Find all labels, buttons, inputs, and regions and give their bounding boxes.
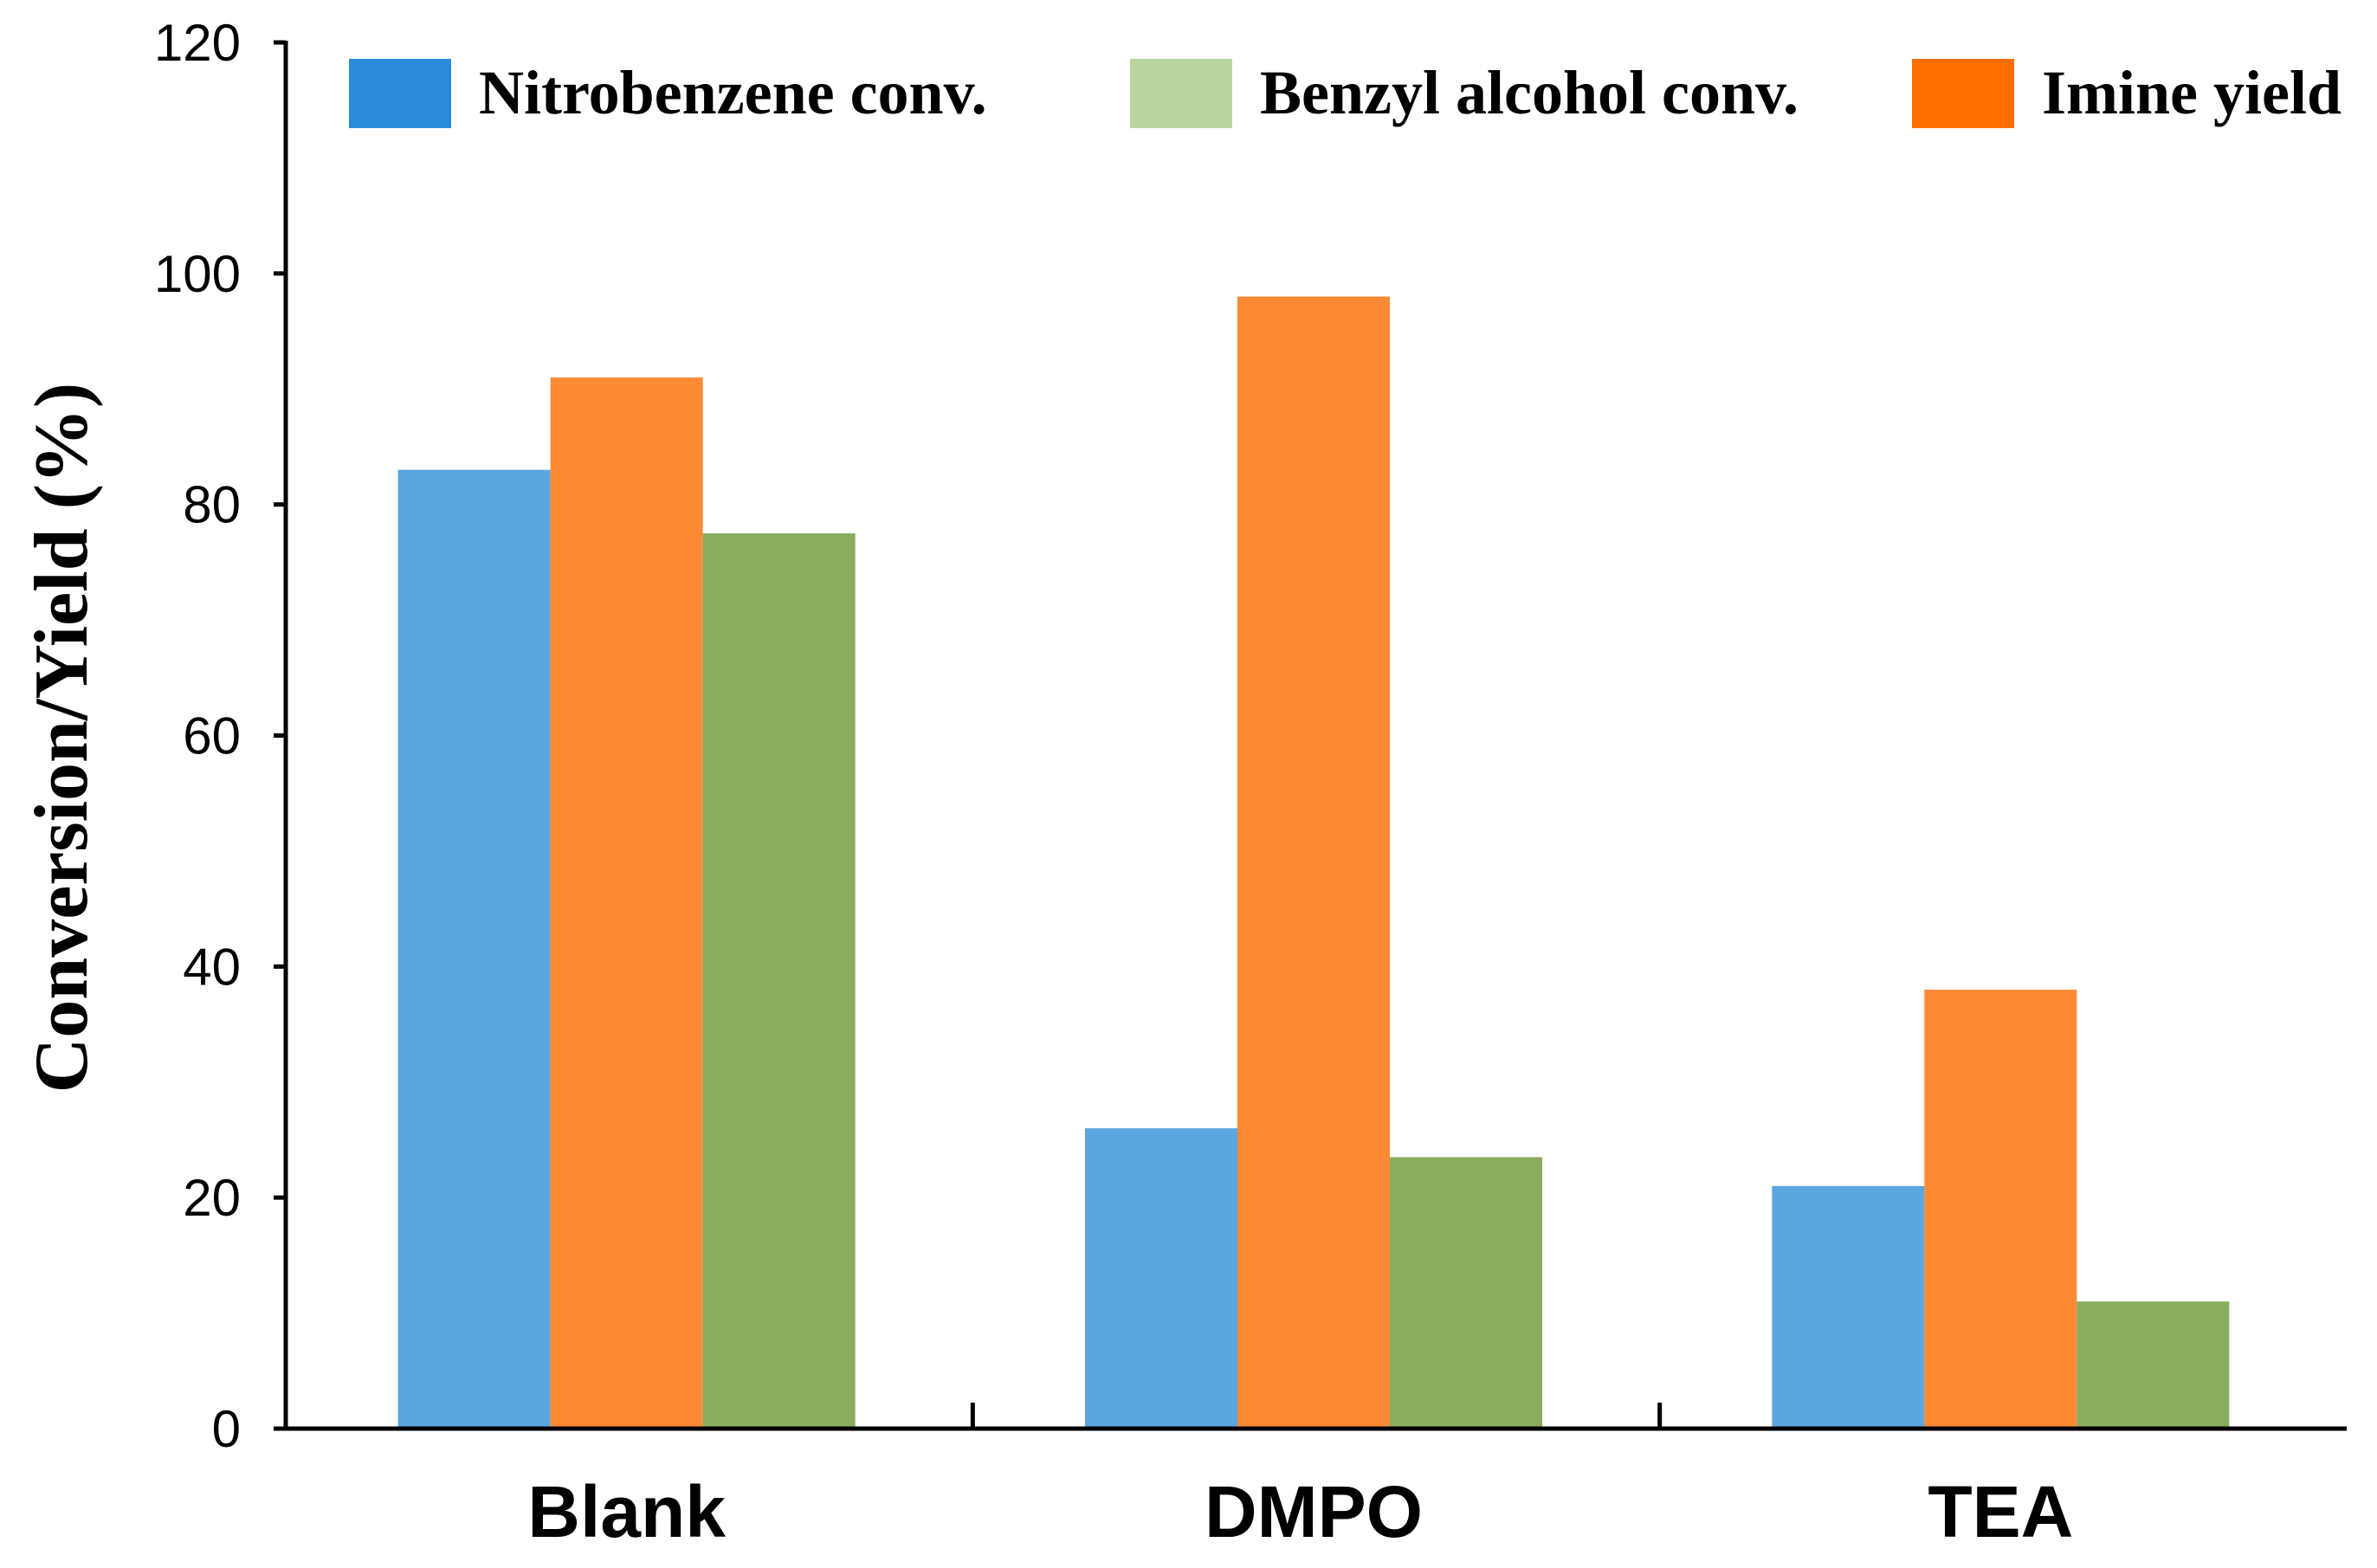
legend-label: Imine yield: [2042, 58, 2341, 127]
bar: [2077, 1301, 2230, 1429]
y-tick-label: 120: [154, 14, 241, 72]
legend-label: Nitrobenzene conv.: [479, 58, 987, 127]
bar: [1924, 990, 2077, 1429]
y-tick-label: 40: [183, 938, 241, 996]
legend-swatch: [1912, 59, 2014, 128]
legend: Nitrobenzene conv. Benzyl alcohol conv. Im…: [349, 58, 2341, 128]
category-labels-group: Blank DMPO TEA: [527, 1471, 2073, 1552]
x-category-label: Blank: [527, 1471, 726, 1552]
y-tick-label: 60: [183, 707, 241, 765]
y-tick-label: 20: [183, 1169, 241, 1227]
y-ticks-group: 0 20 40 60 80 100 120: [154, 14, 286, 1458]
bar: [1237, 296, 1390, 1429]
bar: [702, 533, 856, 1429]
x-category-label: DMPO: [1205, 1471, 1423, 1552]
bar: [1085, 1128, 1237, 1429]
bar: [1390, 1157, 1542, 1429]
y-axis-title: Conversion/Yield (%): [20, 383, 104, 1094]
legend-swatch: [1130, 59, 1232, 128]
bar: [1772, 1185, 1925, 1429]
x-category-label: TEA: [1928, 1471, 2073, 1552]
bar: [550, 377, 703, 1429]
bar: [397, 469, 551, 1429]
bars-group: [397, 296, 2230, 1429]
legend-label: Benzyl alcohol conv.: [1260, 58, 1799, 127]
y-tick-label: 80: [183, 476, 241, 534]
y-tick-label: 0: [212, 1400, 241, 1458]
y-tick-label: 100: [154, 245, 241, 303]
legend-swatch: [349, 59, 451, 128]
